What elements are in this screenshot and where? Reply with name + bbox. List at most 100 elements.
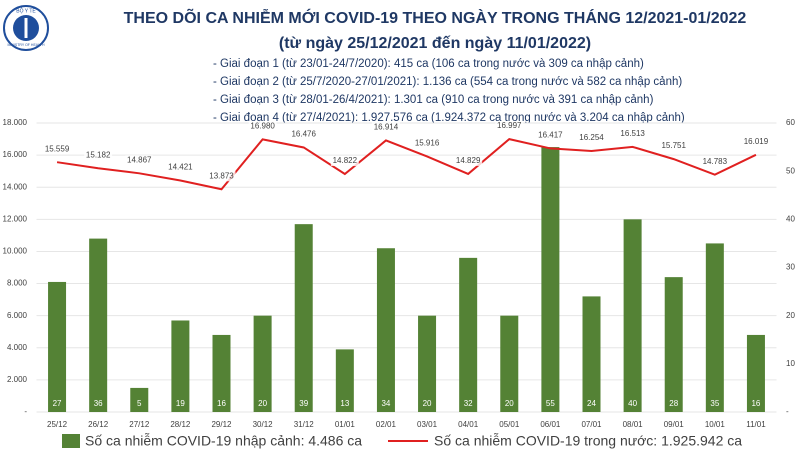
logo-text: BỘ Y TẾ xyxy=(16,7,36,14)
line-value-label: 16.417 xyxy=(538,131,563,140)
annotation: - Giai đoạn 4 (từ 27/4/2021): 1.927.576 … xyxy=(213,112,685,124)
value-label-bg xyxy=(248,121,277,132)
value-label-bg xyxy=(618,128,647,139)
value-label-bg xyxy=(495,121,524,132)
bar-value-label: 34 xyxy=(381,399,390,408)
bar-value-label: 39 xyxy=(299,399,308,408)
bar xyxy=(253,315,272,412)
y2-tick-label: 10 xyxy=(786,359,795,368)
bar-value-label: 16 xyxy=(217,399,226,408)
y-tick-label: 16.000 xyxy=(3,150,28,159)
bar-value-label: 24 xyxy=(587,399,596,408)
line-value-label: 16.254 xyxy=(579,133,604,142)
bar-value-label: 32 xyxy=(464,399,473,408)
value-label-bg xyxy=(741,136,770,147)
bar-value-label: 19 xyxy=(176,399,185,408)
bar xyxy=(623,219,642,412)
y-tick-label: 18.000 xyxy=(3,118,28,127)
value-label-bg xyxy=(84,150,113,161)
x-tick-label: 02/01 xyxy=(376,420,397,429)
value-label-bg xyxy=(166,162,195,173)
x-tick-label: 27/12 xyxy=(129,420,150,429)
logo: BỘ Y TẾ MINISTRY OF HEALTH xyxy=(3,5,49,51)
line-value-label: 15.182 xyxy=(86,150,111,159)
value-label-bg xyxy=(289,129,318,140)
y2-tick-label: 40 xyxy=(786,214,795,223)
bar-value-label: 40 xyxy=(628,399,637,408)
line-value-label: 13.873 xyxy=(209,171,234,180)
bar xyxy=(746,334,765,412)
value-label-bg xyxy=(536,130,565,141)
y-tick-label: 8.000 xyxy=(7,279,28,288)
bar xyxy=(335,349,354,412)
x-tick-label: 26/12 xyxy=(88,420,109,429)
y-tick-label: 2.000 xyxy=(7,375,28,384)
value-label-bg xyxy=(454,155,483,166)
y2-tick-label: - xyxy=(786,407,789,416)
bar xyxy=(89,238,108,412)
x-tick-label: 10/01 xyxy=(705,420,726,429)
y-tick-label: 4.000 xyxy=(7,343,28,352)
x-tick-label: 04/01 xyxy=(458,420,479,429)
y-tick-label: 14.000 xyxy=(3,182,28,191)
value-label-bg xyxy=(330,156,359,167)
x-tick-label: 05/01 xyxy=(499,420,520,429)
line-value-label: 16.997 xyxy=(497,121,522,130)
value-label-bg xyxy=(371,122,400,133)
bar xyxy=(171,320,190,412)
y-tick-label: - xyxy=(24,407,27,416)
annotation: - Giai đoạn 2 (từ 25/7/2020-27/01/2021):… xyxy=(213,76,682,88)
bar xyxy=(541,147,560,413)
value-label-bg xyxy=(207,171,236,182)
line-value-label: 15.751 xyxy=(661,141,686,150)
value-label-bg xyxy=(125,155,154,166)
x-tick-label: 01/01 xyxy=(335,420,356,429)
line-value-label: 14.783 xyxy=(703,157,728,166)
bar xyxy=(294,224,313,412)
y2-tick-label: 20 xyxy=(786,311,795,320)
x-tick-label: 30/12 xyxy=(253,420,274,429)
bar xyxy=(500,315,519,412)
line-value-label: 16.513 xyxy=(620,129,645,138)
bar-value-label: 20 xyxy=(505,399,514,408)
bar-value-label: 27 xyxy=(53,399,62,408)
line-value-label: 16.476 xyxy=(291,130,316,139)
bar xyxy=(376,248,395,412)
line-value-label: 16.980 xyxy=(250,121,275,130)
line-value-label: 14.421 xyxy=(168,163,193,172)
y2-tick-label: 30 xyxy=(786,263,795,272)
bar-value-label: 16 xyxy=(751,399,760,408)
y-tick-label: 12.000 xyxy=(3,214,28,223)
x-tick-label: 31/12 xyxy=(294,420,315,429)
bar xyxy=(212,334,231,412)
value-label-bg xyxy=(700,156,729,167)
bar-value-label: 55 xyxy=(546,399,555,408)
line-value-label: 14.829 xyxy=(456,156,481,165)
x-tick-label: 29/12 xyxy=(211,420,232,429)
line xyxy=(56,138,757,191)
bar-value-label: 20 xyxy=(423,399,432,408)
x-tick-label: 06/01 xyxy=(540,420,561,429)
bar-value-label: 28 xyxy=(669,399,678,408)
legend-label: Số ca nhiễm COVID-19 nhập cảnh: 4.486 ca xyxy=(85,433,362,449)
bar xyxy=(459,257,478,412)
bar-value-label: 35 xyxy=(710,399,719,408)
x-tick-label: 09/01 xyxy=(664,420,685,429)
line-value-label: 16.019 xyxy=(744,137,769,146)
chart-subtitle: (từ ngày 25/12/2021 đến ngày 11/01/2022) xyxy=(279,35,591,52)
y-tick-label: 6.000 xyxy=(7,311,28,320)
legend-swatch xyxy=(62,434,80,448)
legend-label: Số ca nhiễm COVID-19 trong nước: 1.925.9… xyxy=(434,433,742,449)
line-value-label: 14.822 xyxy=(333,156,358,165)
x-tick-label: 08/01 xyxy=(623,420,644,429)
line-value-label: 15.559 xyxy=(45,144,70,153)
value-label-bg xyxy=(43,144,72,155)
x-tick-label: 11/01 xyxy=(746,420,766,429)
logo-staff xyxy=(24,18,28,38)
x-tick-label: 25/12 xyxy=(47,420,68,429)
annotation: - Giai đoạn 1 (từ 23/01-24/7/2020): 415 … xyxy=(213,58,644,70)
line-value-label: 15.916 xyxy=(415,139,440,148)
x-tick-label: 03/01 xyxy=(417,420,438,429)
